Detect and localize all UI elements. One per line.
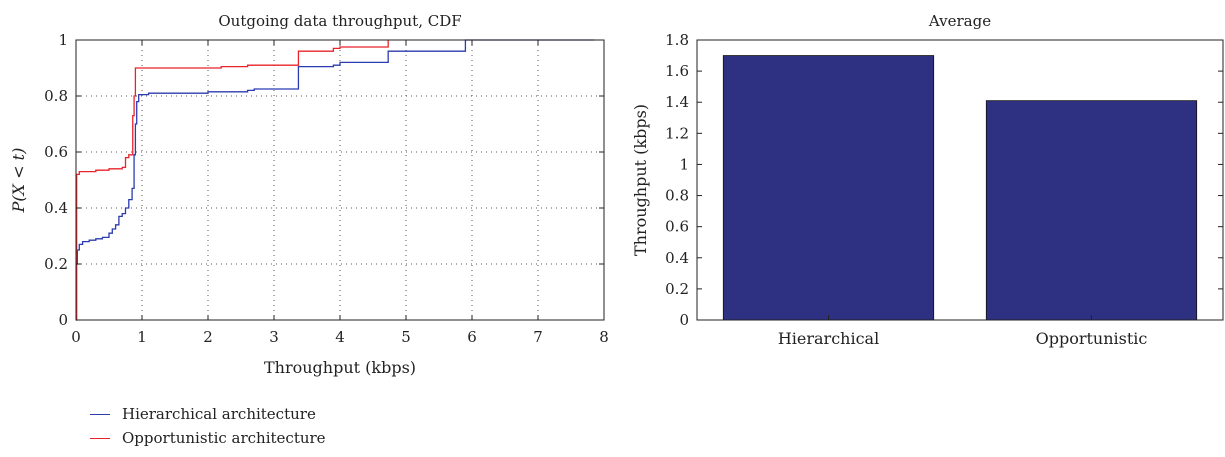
bar-chart-bars: [722, 55, 1198, 321]
bar-y-tick-label: 1.4: [665, 93, 689, 111]
bar-y-tick-label: 0.6: [665, 218, 689, 236]
cdf-series-lines: [75, 39, 595, 321]
cdf-line-hierarchical: [76, 39, 595, 321]
bar-category-label: Opportunistic: [1036, 329, 1148, 348]
average-bar-chart: Average Hierarchical Opportunistic 0 0.2 0.4…: [631, 12, 1224, 348]
cdf-x-tick-label: 4: [335, 328, 345, 346]
cdf-x-tick-label: 6: [467, 328, 477, 346]
cdf-y-tick-label: 0.2: [44, 255, 68, 273]
bar-y-tick-label: 0.4: [665, 249, 689, 267]
bar-y-tick-label: 0.2: [665, 280, 689, 298]
bar-y-axis-label: Throughput (kbps): [631, 104, 650, 256]
bar-ticks: Hierarchical Opportunistic 0 0.2 0.4 0.6 0.8 1 1…: [665, 31, 1223, 348]
cdf-y-tick-label: 0: [58, 311, 68, 329]
bar-y-tick-label: 0: [679, 311, 689, 329]
cdf-x-tick-label: 1: [137, 328, 147, 346]
cdf-x-tick-label: 5: [401, 328, 411, 346]
legend-label-hierarchical: Hierarchical architecture: [122, 405, 316, 423]
cdf-y-tick-label: 0.8: [44, 87, 68, 105]
bar-y-tick-label: 1.6: [665, 62, 689, 80]
cdf-y-tick-label: 1: [58, 31, 68, 49]
cdf-x-tick-label: 3: [269, 328, 279, 346]
legend-label-opportunistic: Opportunistic architecture: [122, 429, 326, 447]
bar-y-tick-label: 1.2: [665, 124, 689, 142]
cdf-x-tick-label: 0: [71, 328, 81, 346]
bar-opportunistic: [985, 100, 1198, 321]
legend-item-opportunistic: Opportunistic architecture: [90, 426, 326, 450]
cdf-x-tick-label: 2: [203, 328, 213, 346]
cdf-x-axis-label: Throughput (kbps): [264, 358, 416, 377]
chart-canvas: Outgoing data throughput, CDF 0 1 2 3 4 5 6 7 80…: [9, 12, 1224, 377]
cdf-y-tick-label: 0.6: [44, 143, 68, 161]
cdf-x-tick-label: 7: [533, 328, 543, 346]
cdf-line-opportunistic: [75, 40, 389, 321]
legend-swatch-hierarchical: [90, 413, 110, 415]
bar-y-tick-label: 1.8: [665, 31, 689, 49]
cdf-y-tick-label: 0.4: [44, 199, 68, 217]
cdf-chart-title: Outgoing data throughput, CDF: [218, 12, 461, 30]
bar-plot-frame: [696, 39, 1224, 321]
bar-hierarchical: [722, 55, 935, 321]
cdf-y-axis-label: P(X < t): [9, 148, 28, 214]
cdf-grid: [76, 40, 604, 320]
cdf-x-tick-label: 8: [599, 328, 609, 346]
cdf-chart: Outgoing data throughput, CDF 0 1 2 3 4 5 6 7 80…: [9, 12, 609, 377]
legend-swatch-opportunistic: [90, 437, 110, 439]
cdf-ticks: 0 1 2 3 4 5 6 7 8 0 0.2 0.4 0.6 0.8 1: [44, 31, 609, 346]
bar-y-tick-label: 1: [679, 155, 689, 173]
legend-item-hierarchical: Hierarchical architecture: [90, 402, 326, 426]
bar-chart-title: Average: [928, 12, 991, 30]
bar-category-label: Hierarchical: [778, 329, 879, 348]
bar-y-tick-label: 0.8: [665, 187, 689, 205]
cdf-legend: Hierarchical architecture Opportunistic …: [90, 402, 326, 450]
